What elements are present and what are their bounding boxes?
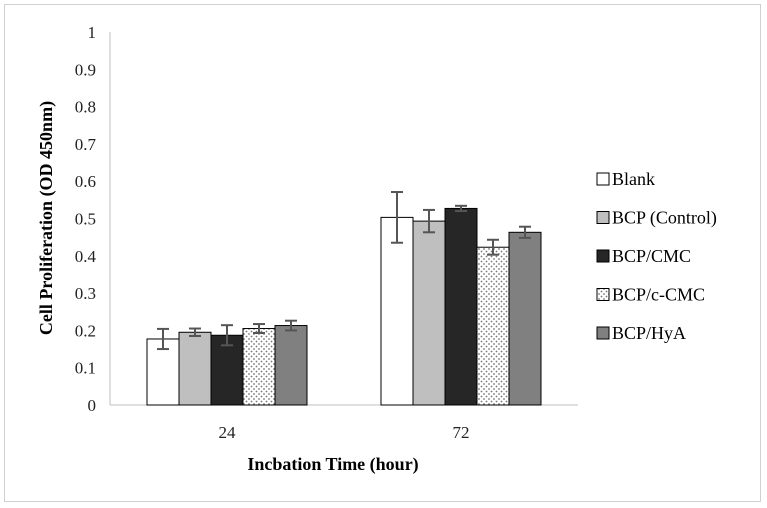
y-tick-label: 0.3 [75,284,96,303]
bar [508,231,542,406]
legend-label: BCP/HyA [612,323,686,343]
x-tick-label: 72 [453,423,470,442]
y-tick-label: 0.1 [75,359,96,378]
legend-swatch [596,249,610,263]
y-axis-title: Cell Proliferation (OD 450nm) [36,101,57,335]
plot-area: 0 0.1 0.2 0.3 0.4 0.5 0.6 0.7 0.8 0.9 1 24 72 [75,23,578,442]
x-tick-label: 24 [219,423,237,442]
legend-label: BCP/c-CMC [612,285,705,305]
legend-swatch [596,211,610,224]
x-axis-title: Incbation Time (hour) [247,454,418,475]
bar [412,220,446,406]
bar [380,216,414,406]
y-tick-label: 0 [88,396,97,415]
y-tick-label: 0.8 [75,98,96,117]
bar [274,325,308,406]
legend-swatch [596,288,610,301]
legend-swatch [596,172,610,186]
legend-swatch [596,326,610,340]
legend-label: Blank [612,169,655,189]
legend-label: BCP/CMC [612,246,691,266]
y-tick-label: 0.5 [75,210,96,229]
legend-label: BCP (Control) [612,208,717,229]
bar [242,328,276,406]
bar [178,331,212,406]
y-tick-label: 0.7 [75,135,97,154]
bar [444,207,478,406]
bar [476,246,510,406]
y-tick-label: 0.2 [75,321,96,340]
y-tick-label: 0.6 [75,172,96,191]
y-tick-label: 0.4 [75,247,97,266]
legend: Blank BCP (Control) BCP/CMC BCP/c-CMC BCP/Hy… [596,169,717,343]
y-tick-label: 0.9 [75,60,96,79]
y-tick-label: 1 [88,23,97,42]
